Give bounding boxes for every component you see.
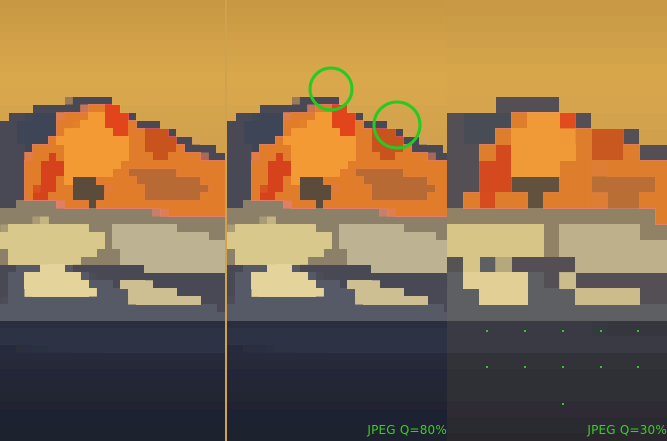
- panel-q30: JPEG Q=30%: [447, 0, 667, 441]
- mountain-image-q80: [227, 0, 447, 441]
- quality-label-q80: JPEG Q=80%: [367, 423, 447, 437]
- panel-original: [0, 0, 227, 441]
- quality-label-q30: JPEG Q=30%: [587, 423, 667, 437]
- mountain-image-q30: [447, 0, 667, 441]
- artifact-dots: [486, 330, 639, 405]
- panel-q80: JPEG Q=80%: [227, 0, 447, 441]
- mountain-image-original: [0, 0, 227, 441]
